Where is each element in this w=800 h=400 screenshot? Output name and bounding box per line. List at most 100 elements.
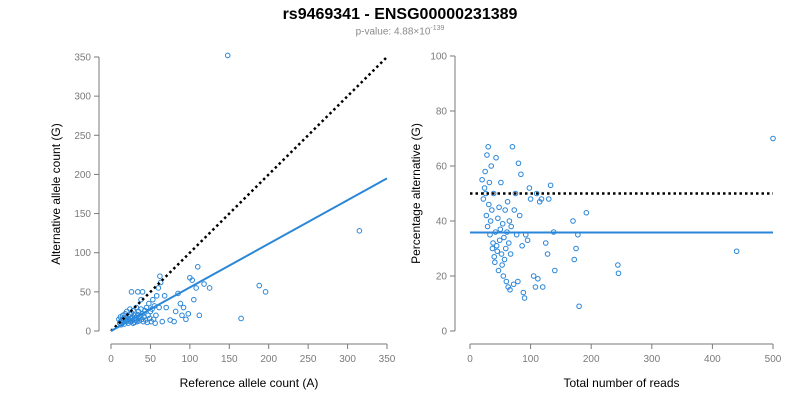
left-data-point: [135, 289, 141, 295]
right-x-tick-label: 100: [522, 354, 539, 365]
right-data-point: [506, 218, 513, 224]
right-data-point: [480, 196, 487, 202]
right-data-point: [538, 196, 545, 202]
chart-subtitle: p-value: 4.88×10-139: [0, 25, 800, 37]
left-data-point: [152, 320, 158, 326]
left-y-tick-label: 350: [74, 53, 91, 64]
right-y-tick-label: 40: [436, 217, 448, 228]
right-data-point: [490, 190, 497, 197]
right-data-point: [484, 223, 491, 230]
p-value-exponent: -139: [430, 25, 445, 32]
right-x-tick-label: 200: [583, 354, 600, 365]
right-data-point: [493, 154, 499, 161]
right-data-point: [615, 270, 622, 277]
left-y-tick-label: 250: [74, 131, 91, 142]
right-y-tick-label: 20: [436, 272, 448, 283]
left-x-tick-label: 0: [108, 354, 114, 365]
left-data-point: [189, 277, 196, 283]
right-data-point: [539, 284, 546, 290]
right-data-point: [571, 256, 578, 263]
right-data-point: [547, 182, 554, 189]
right-data-point: [490, 240, 496, 246]
right-data-point: [486, 179, 493, 186]
left-data-point: [262, 289, 269, 295]
right-data-point: [502, 207, 508, 213]
right-x-axis-label: Total number of reads: [563, 376, 679, 390]
right-y-tick-label: 80: [436, 107, 448, 118]
right-y-tick-label: 60: [436, 162, 448, 173]
left-x-axis-label: Reference allele count (A): [180, 376, 319, 390]
left-y-tick-label: 100: [74, 248, 91, 259]
left-y-axis-label: Alternative allele count (G): [49, 123, 63, 264]
right-data-point: [503, 278, 510, 285]
left-data-point: [180, 304, 187, 311]
right-data-point: [515, 278, 521, 285]
right-data-point: [583, 209, 590, 216]
left-data-point: [146, 315, 153, 322]
right-data-point: [532, 284, 539, 290]
left-data-point: [149, 296, 156, 303]
left-data-point: [183, 316, 189, 323]
right-data-point: [499, 220, 506, 227]
left-x-tick-label: 250: [300, 354, 317, 365]
right-data-point: [491, 253, 498, 260]
left-data-point: [193, 285, 199, 291]
left-data-point: [163, 304, 169, 311]
left-data-point: [143, 304, 150, 311]
right-data-point: [527, 196, 534, 202]
right-data-point: [497, 226, 504, 233]
right-data-point: [488, 163, 495, 169]
left-data-point: [161, 292, 168, 299]
right-x-tick-label: 400: [704, 354, 721, 365]
right-data-point: [530, 273, 537, 279]
left-data-point: [145, 312, 151, 319]
left-data-point: [196, 312, 203, 319]
right-x-tick-label: 0: [467, 354, 473, 365]
right-data-point: [496, 237, 503, 244]
right-data-point: [518, 171, 524, 178]
right-data-point: [542, 240, 549, 246]
right-data-point: [516, 212, 523, 219]
left-data-point: [356, 227, 363, 234]
left-y-tick-label: 150: [74, 209, 91, 220]
right-data-point: [573, 245, 579, 252]
left-y-tick-label: 0: [85, 327, 91, 338]
right-data-point: [576, 303, 582, 310]
right-data-point: [535, 275, 541, 282]
right-data-point: [507, 251, 514, 257]
left-data-point: [134, 318, 140, 325]
left-y-tick-label: 50: [80, 287, 92, 298]
p-value-base: 10: [419, 26, 431, 38]
left-data-point: [133, 304, 140, 311]
right-data-point: [501, 234, 507, 241]
right-data-point: [526, 185, 533, 191]
right-data-point: [505, 240, 512, 246]
chart-title: rs9469341 - ENSG00000231389: [282, 6, 518, 23]
left-data-point: [179, 312, 185, 319]
right-data-point: [492, 259, 498, 266]
right-data-point: [515, 160, 522, 167]
left-data-point: [128, 289, 135, 295]
left-data-point: [157, 273, 163, 280]
right-data-point: [498, 251, 505, 257]
right-data-point: [507, 286, 513, 293]
right-data-point: [500, 273, 507, 279]
right-data-point: [510, 281, 517, 288]
p-value-mantissa: 4.88: [393, 26, 414, 38]
left-data-point: [177, 300, 184, 307]
right-data-point: [615, 262, 621, 268]
right-data-point: [570, 218, 576, 224]
right-data-point: [521, 295, 528, 301]
left-data-point: [144, 319, 151, 326]
left-data-point: [153, 312, 159, 319]
right-data-point: [494, 248, 501, 255]
right-data-point: [493, 242, 500, 249]
right-y-axis-label: Percentage alternative (G): [409, 123, 423, 264]
right-data-point: [552, 267, 558, 274]
right-data-point: [495, 267, 502, 274]
p-value-prefix: p-value:: [355, 26, 394, 38]
left-data-point: [172, 308, 179, 315]
right-data-point: [489, 207, 495, 213]
right-data-point: [770, 135, 776, 142]
left-data-point: [146, 300, 152, 307]
